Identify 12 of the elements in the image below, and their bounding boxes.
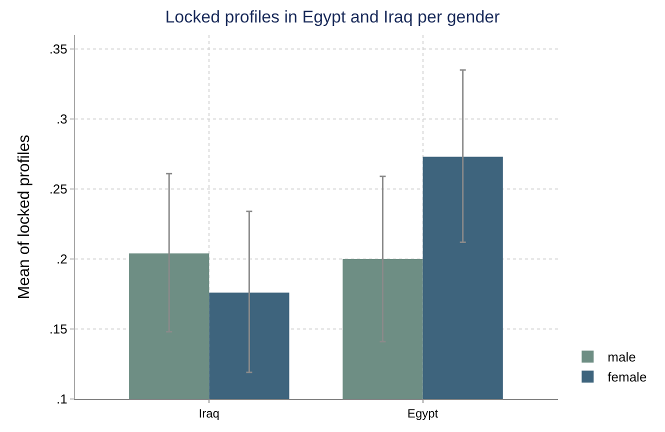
y-tick-label: .35 bbox=[49, 42, 68, 57]
x-tick-label: Iraq bbox=[198, 406, 220, 420]
y-tick-label: .3 bbox=[56, 112, 68, 127]
y-tick-label: .15 bbox=[49, 322, 68, 337]
chart-title: Locked profiles in Egypt and Iraq per gender bbox=[165, 8, 500, 27]
x-tick-label: Egypt bbox=[407, 406, 439, 420]
y-axis-title: Mean of locked profiles bbox=[16, 134, 34, 300]
y-tick-label: .25 bbox=[49, 182, 68, 197]
legend-label: female bbox=[608, 370, 647, 385]
y-tick-label: .2 bbox=[56, 252, 68, 267]
legend-label: male bbox=[608, 350, 636, 365]
y-tick-label: .1 bbox=[56, 392, 68, 407]
